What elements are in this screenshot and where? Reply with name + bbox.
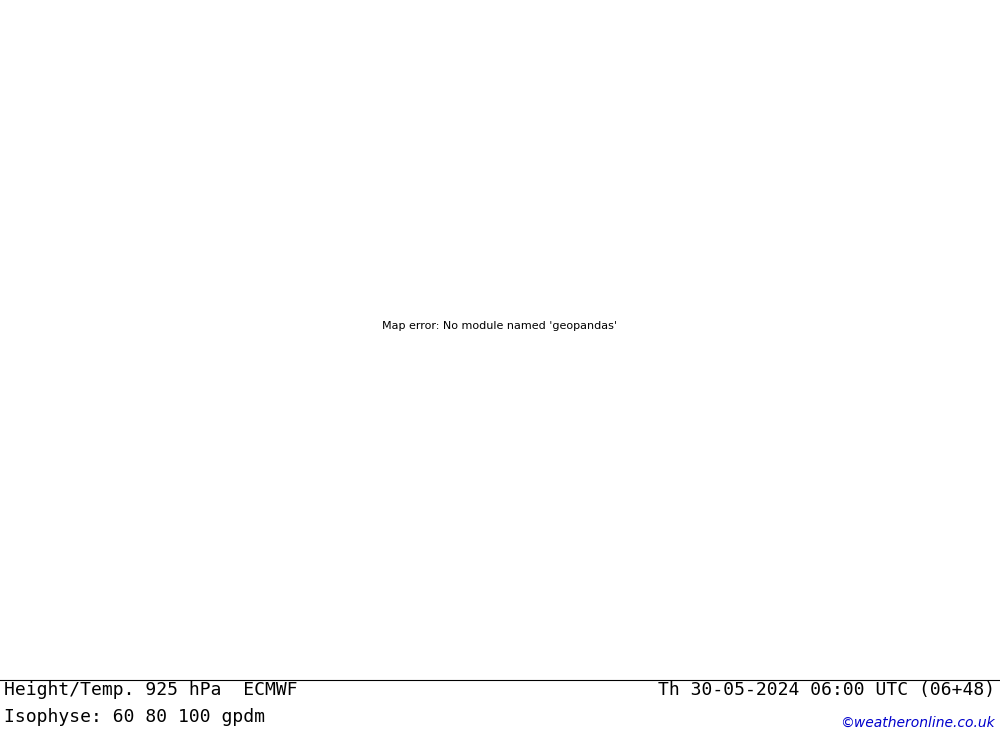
Text: Isophyse: 60 80 100 gpdm: Isophyse: 60 80 100 gpdm	[4, 708, 265, 726]
Text: Map error: No module named 'geopandas': Map error: No module named 'geopandas'	[382, 322, 618, 331]
Text: ©weatheronline.co.uk: ©weatheronline.co.uk	[840, 716, 995, 730]
Text: Th 30-05-2024 06:00 UTC (06+48): Th 30-05-2024 06:00 UTC (06+48)	[658, 681, 995, 699]
Text: Height/Temp. 925 hPa  ECMWF: Height/Temp. 925 hPa ECMWF	[4, 681, 298, 699]
